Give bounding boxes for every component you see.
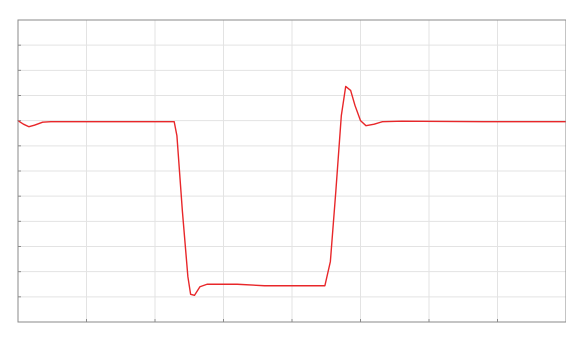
plot-frame <box>17 19 566 323</box>
series-layer <box>17 85 566 297</box>
grid <box>18 20 566 322</box>
series-line-0 <box>17 85 566 297</box>
